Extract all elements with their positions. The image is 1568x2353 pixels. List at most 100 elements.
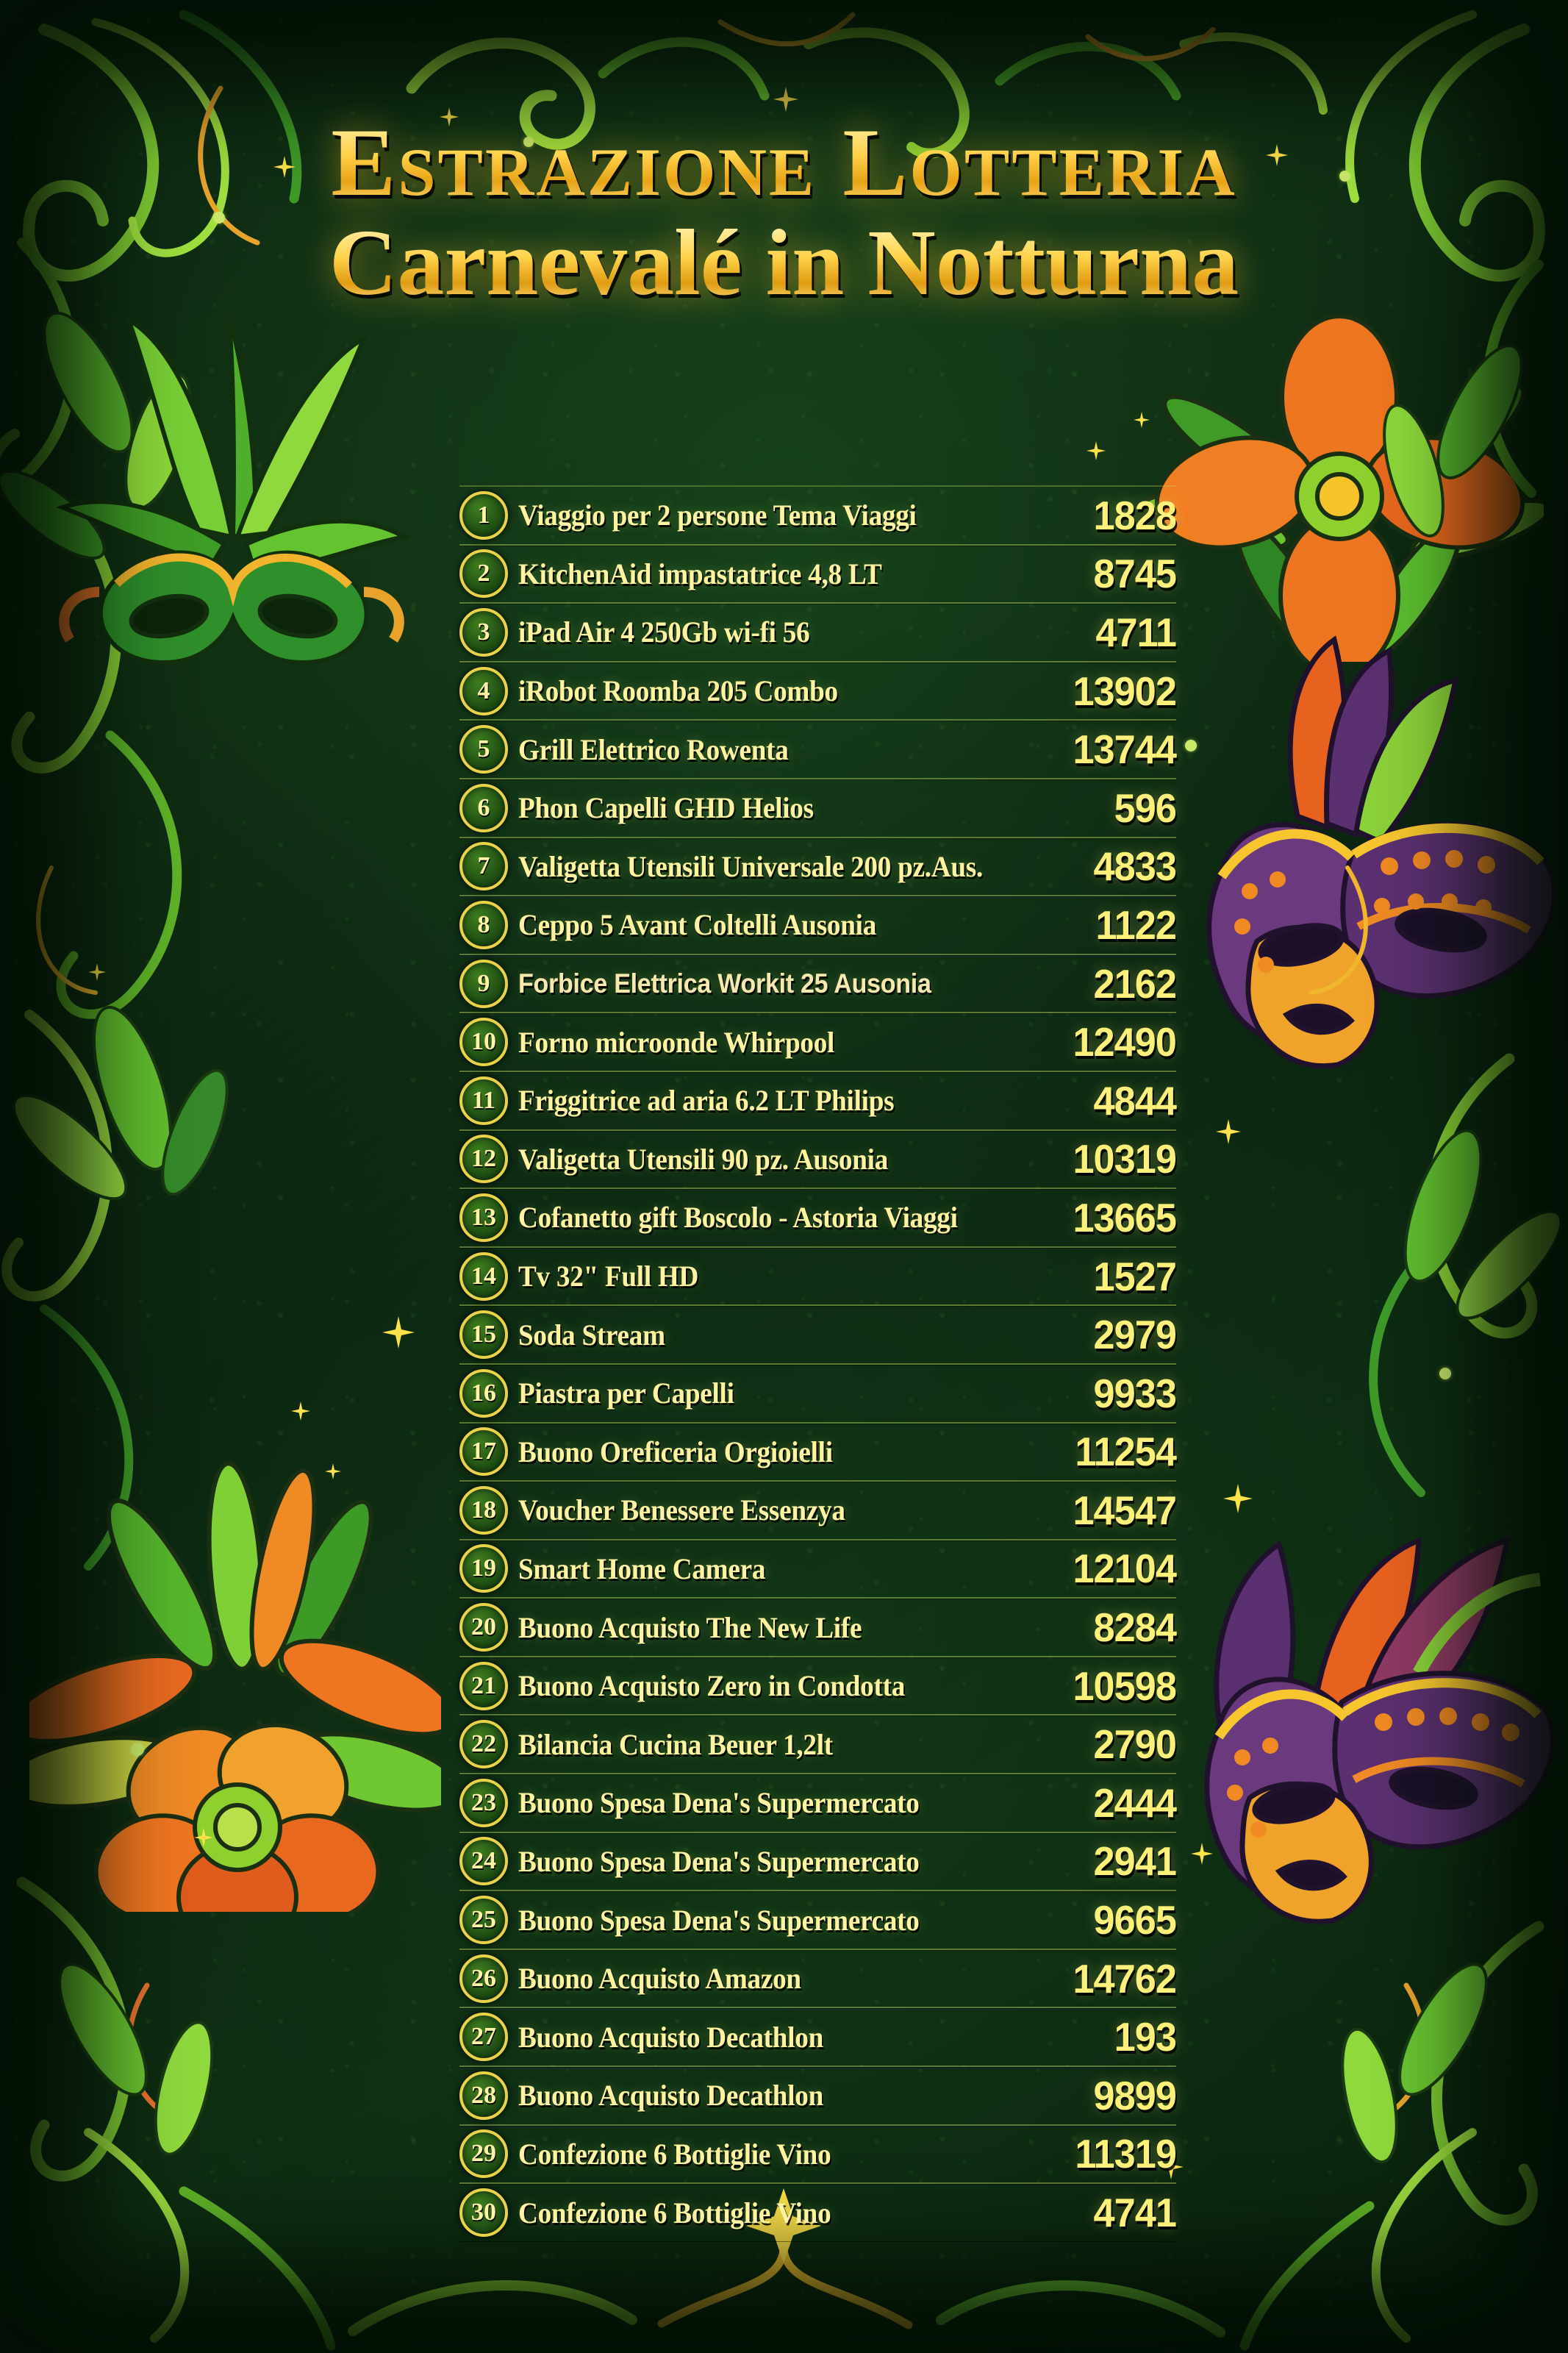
winning-ticket-number: 2941 — [1093, 1838, 1177, 1885]
sparkle-icon — [382, 1316, 415, 1349]
prize-row: 6 Phon Capelli GHD Helios 596 — [459, 779, 1177, 838]
prize-name: Friggitrice ad aria 6.2 LT Philips — [518, 1084, 895, 1118]
prize-row: 15 Soda Stream 2979 — [459, 1306, 1177, 1365]
prize-name: Valigetta Utensili 90 pz. Ausonia — [518, 1142, 889, 1176]
prize-row: 20 Buono Acquisto The New Life 8284 — [459, 1599, 1177, 1657]
prize-name: Ceppo 5 Avant Coltelli Ausonia — [518, 908, 877, 942]
prize-name: Forbice Elettrica Workit 25 Ausonia — [518, 968, 931, 999]
winning-ticket-number: 2162 — [1093, 960, 1177, 1007]
winning-ticket-number: 1527 — [1093, 1253, 1177, 1299]
sparkle-icon — [1223, 1484, 1253, 1513]
prize-rank-badge: 9 — [459, 959, 508, 1008]
winning-ticket-number: 8745 — [1093, 551, 1177, 597]
orange-flower-top-right-icon — [1147, 314, 1544, 662]
prize-name: Viaggio per 2 persone Tema Viaggi — [518, 499, 917, 532]
prize-rank-badge: 15 — [459, 1310, 508, 1360]
dot-ornament — [1439, 1368, 1451, 1379]
venetian-mask-lower-icon — [1204, 1536, 1556, 1924]
prize-row: 2 KitchenAid impastatrice 4,8 LT 8745 — [459, 546, 1177, 604]
winning-ticket-number: 9665 — [1093, 1897, 1177, 1943]
prize-rank-badge: 18 — [459, 1485, 508, 1535]
prize-name: Grill Elettrico Rowenta — [518, 732, 789, 766]
prize-name: Phon Capelli GHD Helios — [518, 791, 814, 825]
orange-flower-bottom-left-icon — [29, 1461, 441, 1912]
prize-row: 1 Viaggio per 2 persone Tema Viaggi 1828 — [459, 485, 1177, 546]
winning-ticket-number: 14762 — [1073, 1955, 1177, 2002]
prize-name: Confezione 6 Bottiglie Vino — [518, 2196, 831, 2229]
winning-ticket-number: 11319 — [1075, 2131, 1177, 2177]
prize-name: Buono Acquisto Decathlon — [518, 2020, 823, 2054]
prize-rank-badge: 17 — [459, 1427, 508, 1477]
sparkle-icon — [88, 963, 106, 981]
sparkle-icon — [1216, 1119, 1241, 1144]
prize-name: Buono Acquisto The New Life — [518, 1610, 862, 1644]
prize-row: 4 iRobot Roomba 205 Combo 13902 — [459, 663, 1177, 721]
leaf-carnival-mask-icon — [56, 308, 411, 665]
prize-name: Piastra per Capelli — [518, 1377, 734, 1410]
prize-rank-badge: 14 — [459, 1252, 508, 1301]
prize-name: Voucher Benessere Essenzya — [518, 1493, 845, 1527]
prize-rank-badge: 7 — [459, 842, 508, 891]
venetian-mask-upper-icon — [1206, 635, 1558, 1069]
prize-rank-badge: 22 — [459, 1720, 508, 1769]
prize-name: Soda Stream — [518, 1318, 665, 1352]
winning-ticket-number: 4833 — [1093, 843, 1177, 890]
prize-name: Tv 32" Full HD — [518, 1260, 699, 1293]
sparkle-icon — [1191, 1843, 1213, 1865]
prize-name: iRobot Roomba 205 Combo — [518, 674, 838, 708]
prize-row: 16 Piastra per Capelli 9933 — [459, 1365, 1177, 1424]
sparkle-icon — [1086, 441, 1106, 460]
prize-row: 10 Forno microonde Whirpool 12490 — [459, 1013, 1177, 1072]
prize-row: 7 Valigetta Utensili Universale 200 pz.Au… — [459, 838, 1177, 897]
prize-row: 27 Buono Acquisto Decathlon 193 — [459, 2008, 1177, 2068]
winning-ticket-number: 10319 — [1073, 1136, 1177, 1182]
winning-ticket-number: 9899 — [1093, 2072, 1177, 2118]
winning-ticket-number: 596 — [1114, 785, 1177, 831]
prize-row: 5 Grill Elettrico Rowenta 13744 — [459, 721, 1177, 779]
left-border-flourish — [0, 10, 336, 2351]
prize-name: Bilancia Cucina Beuer 1,2lt — [518, 1727, 833, 1761]
prize-rank-badge: 21 — [459, 1661, 508, 1710]
winning-ticket-number: 193 — [1114, 2014, 1177, 2060]
prize-row: 19 Smart Home Camera 12104 — [459, 1540, 1177, 1599]
prize-name: KitchenAid impastatrice 4,8 LT — [518, 557, 882, 590]
sparkle-icon — [194, 1828, 213, 1847]
prize-row: 3 iPad Air 4 250Gb wi-fi 56 4711 — [459, 604, 1177, 663]
prize-rank-badge: 29 — [459, 2129, 508, 2179]
prize-rank-badge: 10 — [459, 1018, 508, 1067]
page-title: Estrazione Lotteria — [0, 114, 1568, 211]
winning-ticket-number: 4711 — [1095, 609, 1177, 655]
winning-ticket-number: 2979 — [1093, 1312, 1177, 1358]
prize-name: Buono Spesa Dena's Supermercato — [518, 1786, 920, 1820]
prize-row: 12 Valigetta Utensili 90 pz. Ausonia 10319 — [459, 1131, 1177, 1190]
winning-ticket-number: 9933 — [1093, 1370, 1177, 1416]
prize-row: 14 Tv 32" Full HD 1527 — [459, 1248, 1177, 1307]
winning-ticket-number: 2790 — [1093, 1721, 1177, 1768]
prize-rank-badge: 4 — [459, 666, 508, 715]
prize-rank-badge: 16 — [459, 1368, 508, 1418]
winning-ticket-number: 14547 — [1073, 1487, 1177, 1533]
prize-rank-badge: 25 — [459, 1896, 508, 1945]
prize-rank-badge: 28 — [459, 2071, 508, 2120]
prize-row: 21 Buono Acquisto Zero in Condotta 10598 — [459, 1657, 1177, 1716]
prize-rank-badge: 19 — [459, 1544, 508, 1593]
prize-rank-badge: 20 — [459, 1603, 508, 1652]
winning-ticket-number: 12104 — [1073, 1546, 1177, 1592]
prize-name: Valigetta Utensili Universale 200 pz.Aus… — [518, 849, 983, 883]
winning-ticket-number: 10598 — [1073, 1663, 1177, 1709]
prize-rank-badge: 11 — [459, 1076, 508, 1125]
prize-name: Buono Spesa Dena's Supermercato — [518, 1903, 920, 1937]
winning-ticket-number: 12490 — [1073, 1019, 1177, 1065]
winning-ticket-number: 1122 — [1095, 901, 1177, 948]
prize-row: 26 Buono Acquisto Amazon 14762 — [459, 1950, 1177, 2009]
sparkle-icon — [1134, 412, 1150, 428]
prize-name: Buono Acquisto Zero in Condotta — [518, 1669, 906, 1703]
prize-name: Buono Oreficeria Orgioielli — [518, 1435, 833, 1468]
prize-rank-badge: 2 — [459, 549, 508, 599]
prize-name: Forno microonde Whirpool — [518, 1025, 835, 1059]
page-subtitle: Carnevalé in Notturna — [0, 215, 1568, 310]
prize-rank-badge: 24 — [459, 1837, 508, 1886]
prize-rank-badge: 3 — [459, 607, 508, 657]
prize-row: 25 Buono Spesa Dena's Supermercato 9665 — [459, 1891, 1177, 1950]
prize-row: 22 Bilancia Cucina Beuer 1,2lt 2790 — [459, 1715, 1177, 1775]
